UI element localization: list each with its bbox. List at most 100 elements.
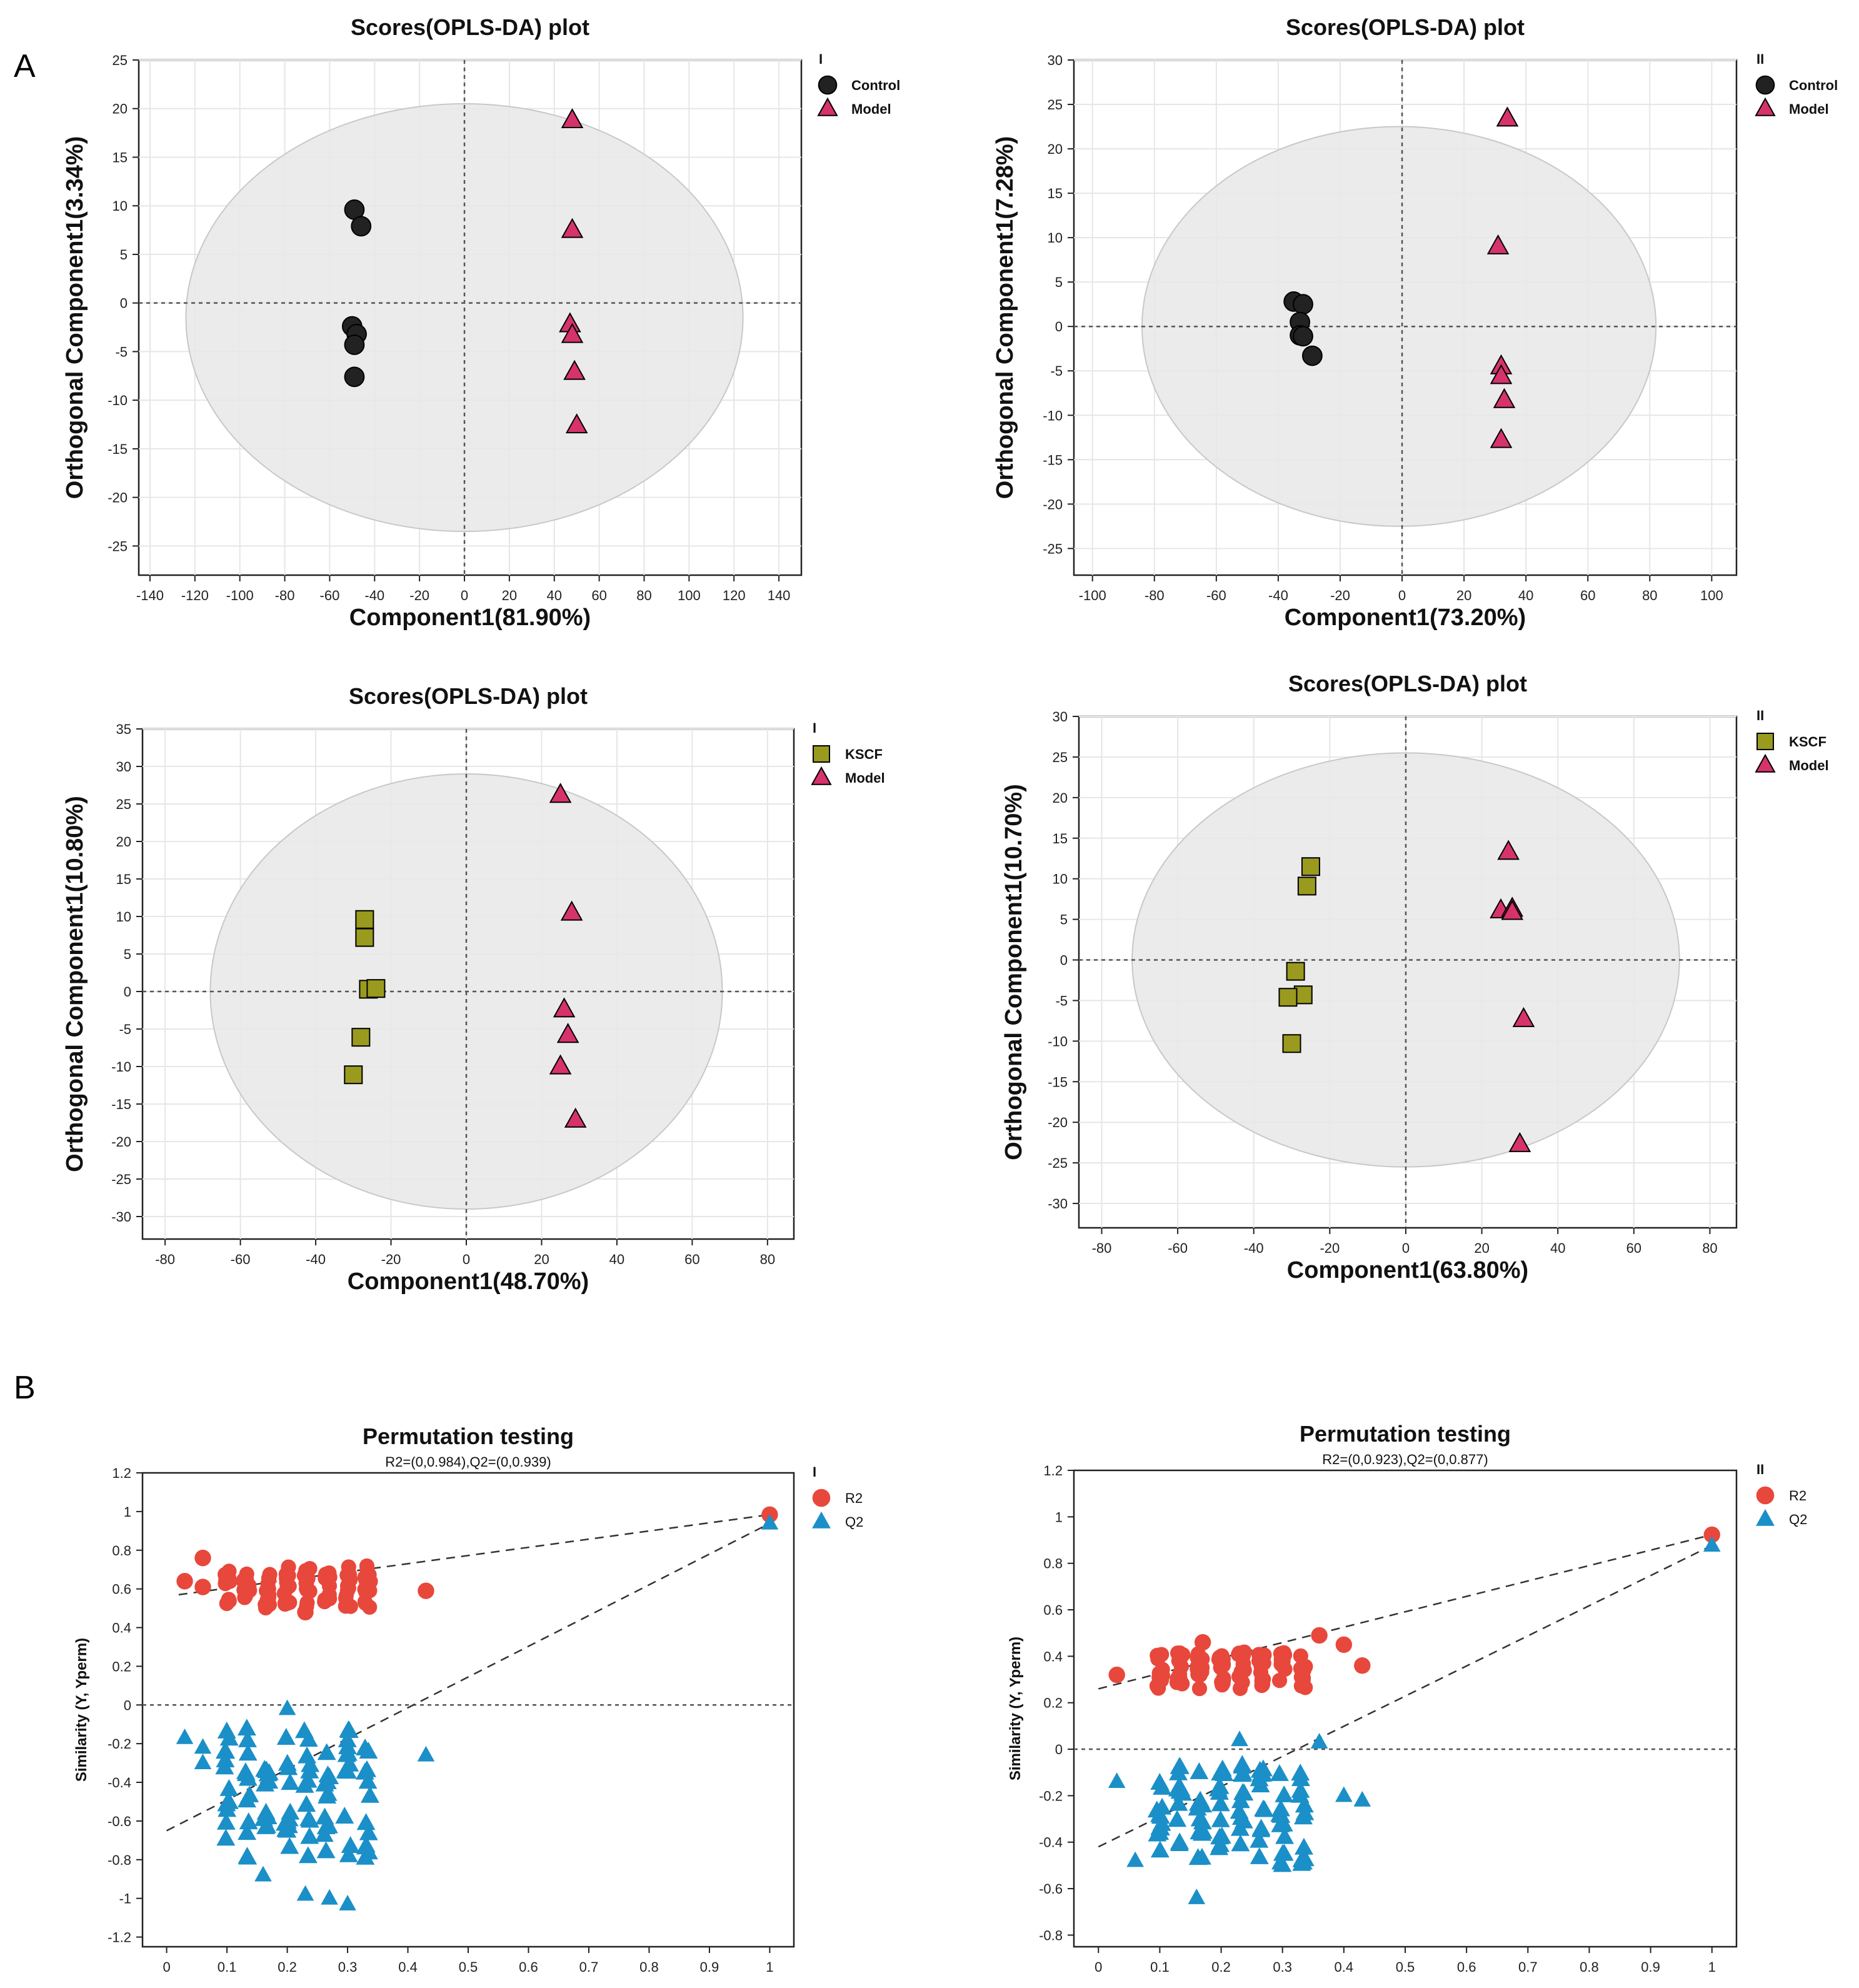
q2-permutation-point — [1150, 1823, 1170, 1840]
q2-permutation-point — [276, 1728, 296, 1745]
kscf-point — [1278, 988, 1298, 1007]
q2-permutation-point — [1251, 1765, 1271, 1782]
model-point — [561, 108, 584, 128]
y-tick-label: 10 — [116, 909, 131, 925]
y-tick-label: 10 — [113, 198, 128, 214]
q2-permutation-point — [1211, 1794, 1230, 1812]
y-tick-label: 10 — [1053, 871, 1068, 887]
y-tick-label: 30 — [1053, 709, 1068, 725]
legend-label-q2: Q2 — [845, 1514, 863, 1530]
q2-permutation-point — [1211, 1810, 1230, 1827]
r2-permutation-point — [279, 1570, 294, 1586]
y-tick-label: 25 — [1048, 97, 1063, 113]
q2-permutation-point — [1271, 1805, 1291, 1823]
x-axis-label: Component1(81.90%) — [349, 605, 591, 631]
q2-permutation-point — [318, 1784, 338, 1801]
chart-5: 0 0.1 0.2 0.3 0.4 0.5 0.6 0.7 0.8 0.9 1 -1.2 -1 -0.8 -… — [73, 1423, 863, 1975]
legend-title: I — [819, 51, 823, 67]
y-tick-label: -5 — [1055, 993, 1068, 1008]
x-tick-label: 0.6 — [1457, 1959, 1476, 1975]
q2-permutation-point — [1291, 1780, 1310, 1798]
q2-permutation-point — [1188, 1799, 1207, 1816]
r2-permutation-point — [1271, 1672, 1288, 1689]
q2-permutation-point — [1168, 1779, 1187, 1797]
x-tick-label: 40 — [609, 1252, 624, 1267]
q2-permutation-point — [1150, 1772, 1170, 1790]
model-point — [1496, 106, 1519, 127]
x-tick-label: 20 — [1456, 588, 1471, 603]
q2-permutation-point — [356, 1813, 376, 1830]
model-point — [1493, 388, 1516, 408]
y-tick-label: -10 — [1043, 408, 1063, 423]
panel-label-b: B — [14, 1370, 36, 1406]
q2-point — [1353, 1790, 1371, 1807]
r2-permutation-point — [1235, 1657, 1251, 1672]
q2-permutation-point — [1213, 1759, 1232, 1777]
model-point — [1501, 900, 1524, 920]
q2-point — [278, 1699, 296, 1715]
chart-1: -140 -120 -100 -80 -60 -40 -20 0 20 40 60 80 100 120 1… — [62, 14, 900, 631]
r2-permutation-point — [277, 1595, 293, 1611]
r2-point — [1335, 1636, 1353, 1653]
y-tick-label: 5 — [124, 946, 131, 962]
q2-permutation-point — [339, 1720, 358, 1737]
chart-2: -100 -80 -60 -40 -20 0 20 40 60 80 100-25-20-15-10… — [992, 14, 1838, 631]
y-tick-label: 35 — [116, 721, 131, 737]
q2-permutation-point — [239, 1812, 258, 1830]
y-tick-label: -25 — [111, 1172, 131, 1187]
y-axis-label: Similarity (Y, Yperm) — [1007, 1637, 1024, 1780]
y-tick-label: 0.4 — [1043, 1649, 1063, 1664]
r2-permutation-point — [1155, 1668, 1171, 1684]
y-tick-label: 20 — [1053, 790, 1068, 806]
legend-marker-control — [818, 75, 838, 95]
q2-point — [1231, 1730, 1248, 1747]
q2-permutation-point — [219, 1779, 239, 1796]
y-axis-label: Orthogonal Component1(10.80%) — [62, 796, 88, 1172]
y-tick-label: -20 — [1043, 496, 1063, 512]
r2-point — [1194, 1634, 1211, 1651]
y-tick-label: 15 — [1048, 186, 1063, 201]
r2-permutation-point — [1256, 1655, 1271, 1671]
q2-permutation-point — [240, 1785, 259, 1802]
y-tick-label: -15 — [111, 1097, 131, 1112]
legend-label-model: Model — [1789, 758, 1829, 773]
y-tick-label: -5 — [115, 344, 128, 359]
legend-title: II — [1756, 1462, 1764, 1477]
y-tick-label: 10 — [1048, 230, 1063, 246]
r2-point — [297, 1604, 314, 1620]
chart-3: -80 -60 -40 -20 0 20 40 60 80 -30 -25 -20 -15 -10 -5 0 5… — [62, 683, 885, 1295]
chart-title: Scores(OPLS-DA) plot — [1286, 14, 1525, 40]
y-tick-label: -10 — [108, 393, 128, 408]
q2-permutation-point — [219, 1792, 239, 1809]
r2-permutation-point — [219, 1595, 234, 1612]
q2-permutation-point — [1152, 1814, 1171, 1831]
y-tick-label: -0.8 — [108, 1852, 131, 1868]
q2-permutation-point — [1275, 1827, 1295, 1844]
q2-permutation-point — [1271, 1852, 1290, 1870]
x-tick-label: -40 — [1268, 588, 1288, 603]
y-tick-label: 30 — [1048, 53, 1063, 68]
y-tick-label: 20 — [116, 834, 131, 850]
y-tick-label: 20 — [113, 101, 128, 117]
chart-4: -80 -60 -40 -20 0 20 40 60 80 -30 -25 -20 -15 -10 -5 0 5… — [1001, 671, 1829, 1283]
r2-permutation-point — [1215, 1656, 1231, 1672]
q2-permutation-point — [315, 1807, 334, 1825]
q2-permutation-point — [360, 1785, 379, 1803]
q2-permutation-point — [1295, 1837, 1313, 1855]
r2-permutation-point — [218, 1569, 234, 1585]
q2-permutation-point — [1292, 1850, 1311, 1867]
y-tick-label: -30 — [1048, 1196, 1068, 1212]
y-tick-label: -10 — [1048, 1033, 1068, 1049]
control-point — [1302, 345, 1323, 366]
q2-permutation-point — [1170, 1757, 1190, 1774]
r2-permutation-point — [1276, 1649, 1292, 1664]
q2-permutation-point — [358, 1772, 378, 1789]
y-tick-label: -25 — [1048, 1155, 1068, 1171]
r2-permutation-point — [258, 1600, 274, 1616]
r2-point — [1108, 1666, 1125, 1684]
q2-permutation-point — [1150, 1840, 1170, 1858]
x-tick-label: 0.7 — [1518, 1959, 1538, 1975]
q2-point — [194, 1738, 212, 1754]
r2-permutation-point — [1255, 1677, 1270, 1693]
y-tick-label: -15 — [1043, 452, 1063, 468]
